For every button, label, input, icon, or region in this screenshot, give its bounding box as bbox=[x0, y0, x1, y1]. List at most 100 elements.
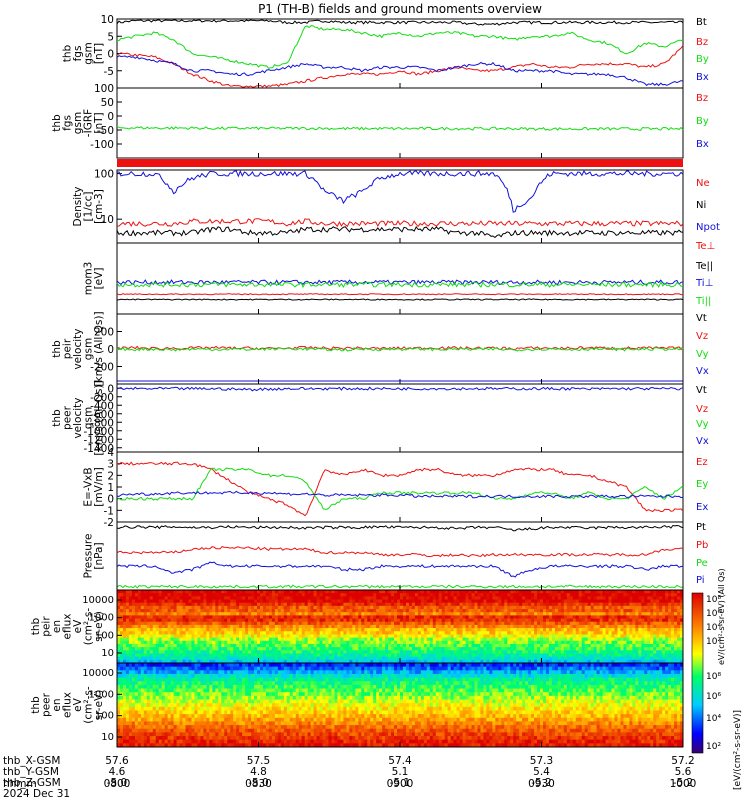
heatmap-cell bbox=[417, 624, 422, 629]
heatmap-cell bbox=[498, 615, 502, 619]
heatmap-cell bbox=[629, 640, 633, 645]
heatmap-cell bbox=[566, 628, 571, 632]
panel-frame bbox=[116, 87, 684, 159]
heatmap-cell bbox=[453, 618, 457, 623]
heatmap-cell bbox=[364, 612, 368, 616]
heatmap-cell bbox=[608, 618, 612, 623]
heatmap-cell bbox=[501, 612, 505, 616]
heatmap-cell bbox=[361, 621, 365, 626]
heatmap-cell bbox=[590, 605, 595, 610]
y-axis-label: thb bbox=[51, 114, 63, 132]
heatmap-cell bbox=[274, 634, 279, 638]
heatmap-cell bbox=[292, 618, 297, 623]
heatmap-cell bbox=[319, 643, 323, 648]
heatmap-cell bbox=[462, 628, 466, 632]
heatmap-cell bbox=[385, 659, 389, 664]
heatmap-cell bbox=[611, 640, 615, 645]
heatmap-cell bbox=[355, 628, 359, 632]
heatmap-cell bbox=[486, 615, 490, 619]
heatmap-cell bbox=[319, 590, 323, 594]
legend-label-By: By bbox=[696, 116, 709, 127]
heatmap-cell bbox=[590, 659, 595, 664]
heatmap-cell bbox=[352, 647, 356, 651]
heatmap-cell bbox=[328, 596, 332, 600]
heatmap-cell bbox=[188, 621, 192, 626]
heatmap-cell bbox=[432, 605, 437, 610]
heatmap-cell bbox=[218, 593, 222, 597]
heatmap-cell bbox=[468, 650, 472, 654]
heatmap-cell bbox=[385, 615, 389, 619]
heatmap-cell bbox=[620, 650, 624, 654]
y-tick-label: -1400 bbox=[83, 443, 114, 455]
heatmap-cell bbox=[680, 618, 684, 623]
heatmap-cell bbox=[411, 593, 416, 597]
heatmap-cell bbox=[420, 631, 425, 635]
heatmap-cell bbox=[164, 637, 169, 642]
heatmap-cell bbox=[653, 640, 657, 645]
heatmap-cell bbox=[602, 609, 606, 613]
heatmap-cell bbox=[242, 640, 246, 645]
heatmap-cell bbox=[441, 663, 446, 668]
heatmap-cell bbox=[617, 593, 621, 597]
heatmap-cell bbox=[334, 621, 338, 626]
heatmap-cell bbox=[128, 596, 133, 600]
heatmap-cell bbox=[501, 605, 505, 610]
heatmap-cell bbox=[149, 670, 154, 675]
heatmap-cell bbox=[671, 656, 675, 661]
heatmap-cell bbox=[137, 618, 142, 623]
heatmap-cell bbox=[373, 663, 377, 668]
heatmap-cell bbox=[504, 628, 508, 632]
heatmap-cell bbox=[128, 593, 133, 597]
heatmap-cell bbox=[408, 612, 413, 616]
heatmap-cell bbox=[212, 663, 216, 668]
heatmap-cell bbox=[605, 650, 609, 654]
heatmap-cell bbox=[674, 663, 678, 668]
heatmap-cell bbox=[197, 663, 201, 668]
heatmap-cell bbox=[465, 650, 469, 654]
heatmap-cell bbox=[542, 656, 547, 661]
heatmap-cell bbox=[251, 647, 255, 651]
series-line-temperature bbox=[116, 281, 684, 289]
heatmap-cell bbox=[417, 602, 422, 607]
heatmap-cell bbox=[373, 609, 377, 613]
heatmap-cell bbox=[498, 593, 502, 597]
heatmap-cell bbox=[593, 666, 598, 671]
heatmap-cell bbox=[394, 634, 398, 638]
heatmap-cell bbox=[158, 631, 163, 635]
heatmap-cell bbox=[355, 615, 359, 619]
heatmap-cell bbox=[385, 609, 389, 613]
heatmap-cell bbox=[307, 650, 312, 654]
heatmap-cell bbox=[644, 624, 648, 629]
heatmap-cell bbox=[337, 612, 341, 616]
heatmap-cell bbox=[629, 643, 633, 648]
heatmap-cell bbox=[540, 634, 544, 638]
heatmap-cell bbox=[608, 631, 612, 635]
heatmap-cell bbox=[262, 663, 267, 668]
heatmap-cell bbox=[128, 663, 133, 668]
heatmap-cell bbox=[295, 663, 300, 668]
heatmap-cell bbox=[203, 628, 207, 632]
heatmap-cell bbox=[119, 631, 124, 635]
heatmap-cell bbox=[581, 643, 586, 648]
heatmap-cell bbox=[578, 653, 583, 658]
heatmap-cell bbox=[420, 624, 425, 629]
heatmap-cell bbox=[262, 653, 267, 658]
heatmap-cell bbox=[665, 618, 669, 623]
heatmap-cell bbox=[394, 624, 398, 629]
heatmap-cell bbox=[373, 621, 377, 626]
heatmap-cell bbox=[650, 650, 654, 654]
heatmap-cell bbox=[575, 621, 580, 626]
heatmap-cell bbox=[596, 593, 600, 597]
heatmap-cell bbox=[316, 593, 320, 597]
heatmap-cell bbox=[236, 653, 240, 658]
heatmap-cell bbox=[531, 656, 535, 661]
heatmap-cell bbox=[483, 624, 487, 629]
heatmap-cell bbox=[605, 647, 609, 651]
heatmap-cell bbox=[394, 659, 398, 664]
heatmap-cell bbox=[125, 653, 130, 658]
heatmap-cell bbox=[566, 615, 571, 619]
heatmap-cell bbox=[438, 624, 443, 629]
heatmap-cell bbox=[614, 602, 618, 607]
heatmap-cell bbox=[140, 628, 145, 632]
heatmap-cell bbox=[245, 596, 249, 600]
